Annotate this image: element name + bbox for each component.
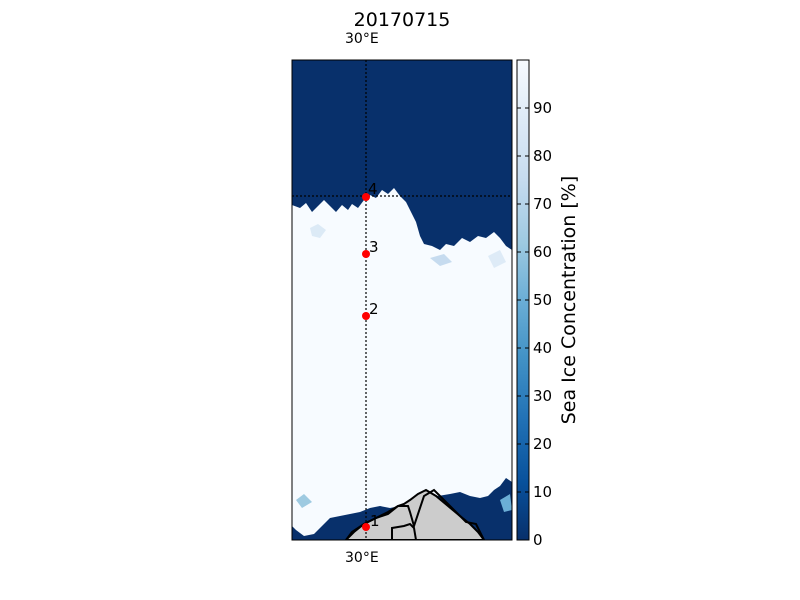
colorbar-tick-label: 40	[533, 339, 552, 357]
colorbar-tick-label: 30	[533, 387, 552, 405]
station-markers: 1 2 3 4	[362, 180, 380, 531]
colorbar-tick-label: 50	[533, 291, 552, 309]
colorbar-tick-label: 20	[533, 435, 552, 453]
colorbar-ticks: 0 10 20 30 40 50 60 70 80 90	[517, 99, 552, 549]
colorbar: 0 10 20 30 40 50 60 70 80 90	[516, 59, 552, 549]
station-point-3	[362, 250, 370, 258]
station-point-1	[362, 523, 370, 531]
sea-ice-map	[292, 60, 512, 540]
colorbar-tick-label: 80	[533, 147, 552, 165]
colorbar-tick-label: 10	[533, 483, 552, 501]
longitude-label-top: 30°E	[345, 31, 379, 47]
map-frame	[291, 59, 513, 541]
colorbar-label: Sea Ice Concentration [%]	[558, 175, 580, 425]
station-point-4	[362, 193, 370, 201]
station-label-2: 2	[369, 300, 379, 318]
station-label-4: 4	[368, 180, 378, 198]
ice-floe	[500, 494, 512, 512]
station-label-1: 1	[370, 512, 380, 530]
sea-ice-area	[292, 188, 512, 536]
ice-floe	[296, 494, 312, 508]
colorbar-tick-label: 60	[533, 243, 552, 261]
longitude-label-bottom: 30°E	[345, 550, 379, 566]
coastline	[345, 488, 485, 540]
station-point-2	[362, 312, 370, 320]
colorbar-tick-label: 90	[533, 99, 552, 117]
ice-floe	[430, 254, 452, 266]
colorbar-tick-label: 70	[533, 195, 552, 213]
ice-floe	[488, 250, 506, 268]
station-label-3: 3	[369, 238, 379, 256]
colorbar-tick-label: 0	[533, 531, 543, 549]
map-title: 20170715	[353, 9, 451, 31]
ice-floe	[310, 224, 326, 238]
